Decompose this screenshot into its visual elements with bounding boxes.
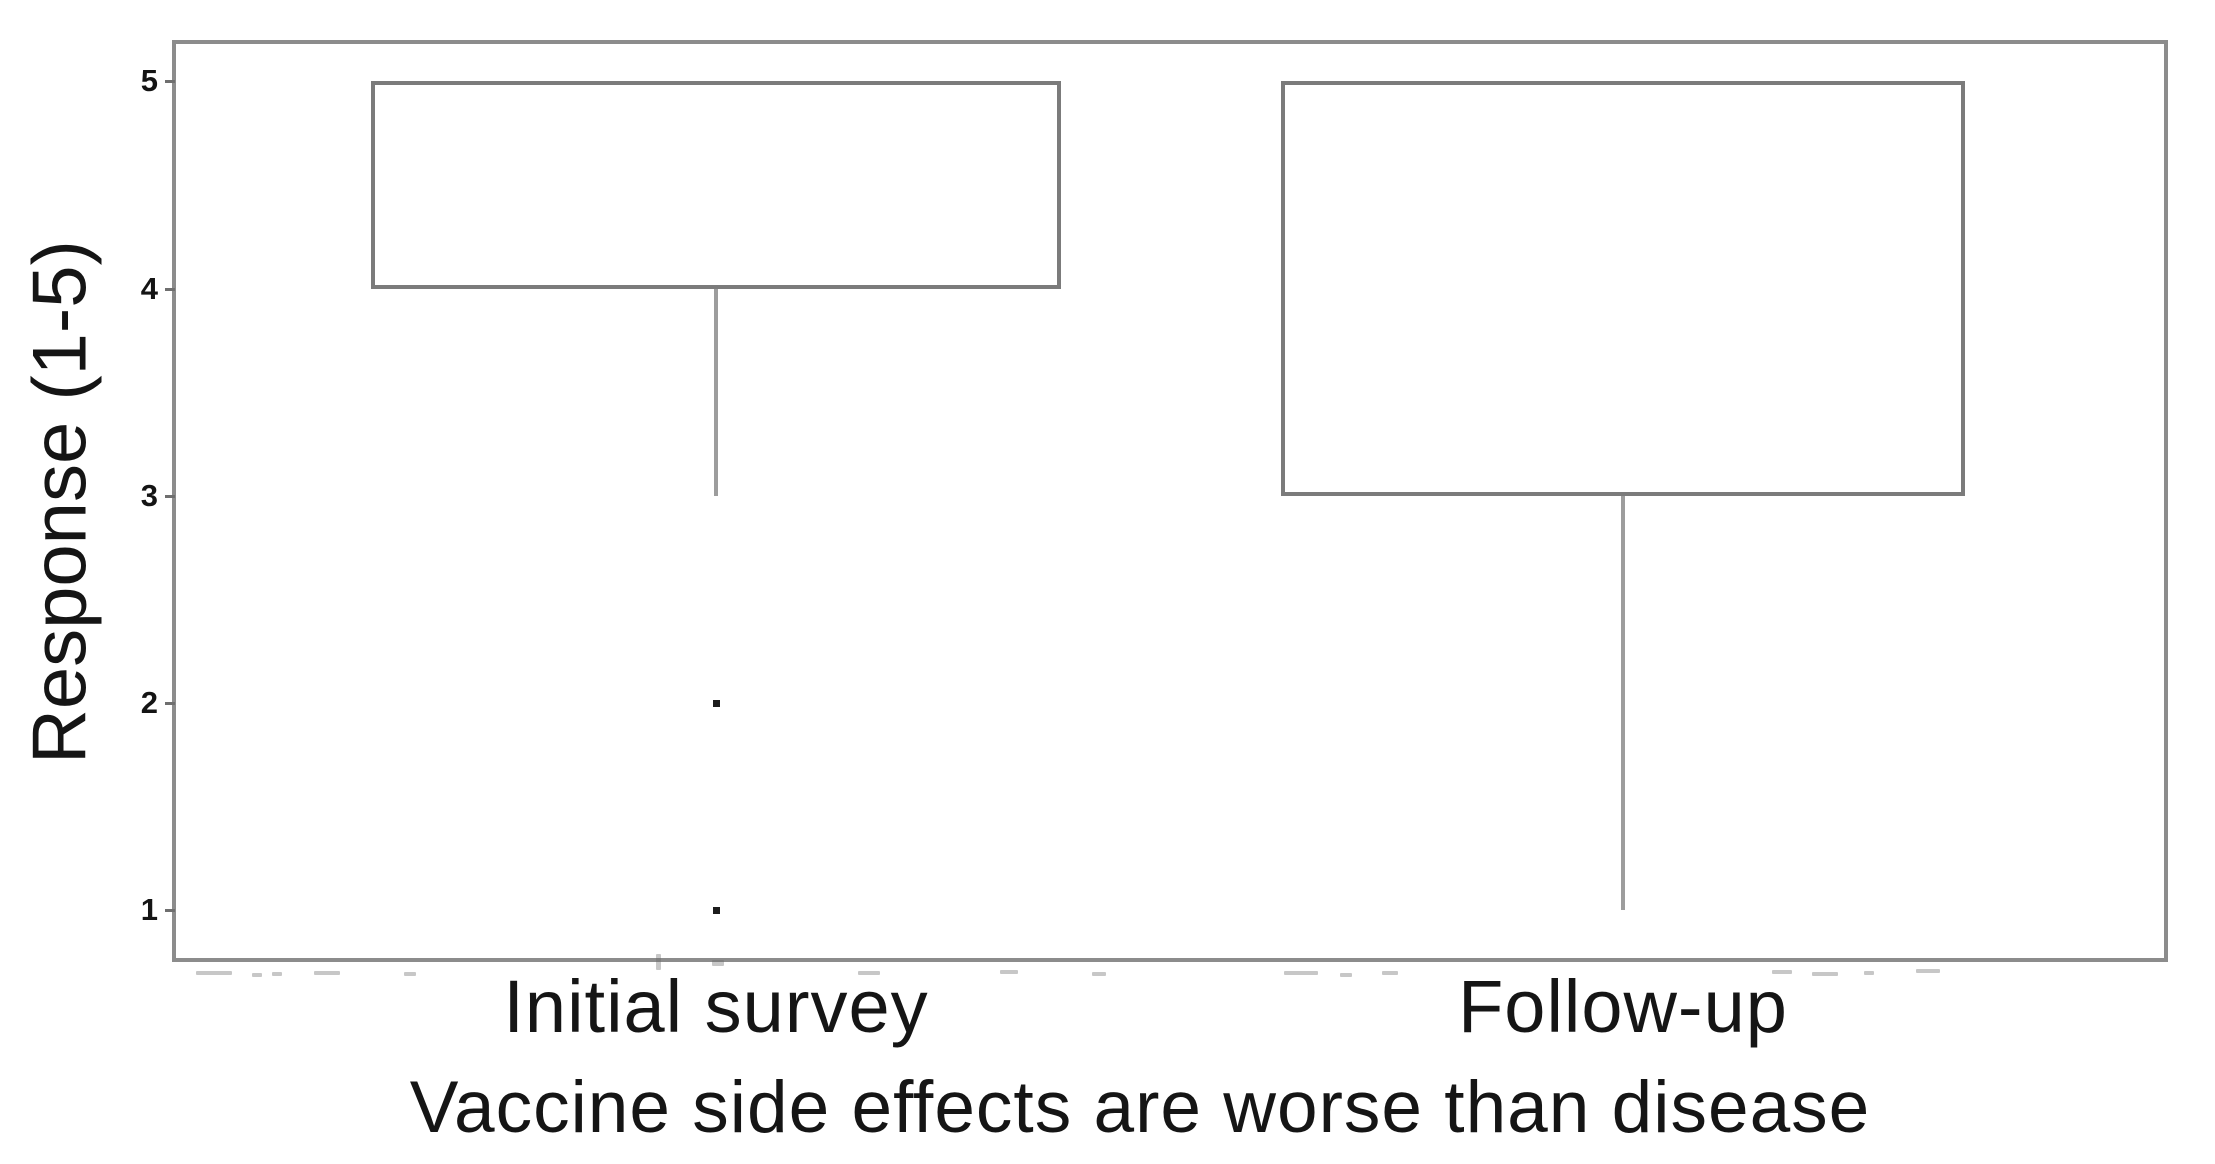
y-tick-label: 3 [140, 477, 158, 513]
ghost-text-artifact [1284, 971, 1318, 975]
outlier-point [713, 700, 720, 707]
box-initial-survey [371, 81, 1061, 289]
outlier-point [713, 907, 720, 915]
y-tick-mark [165, 909, 175, 913]
y-tick-mark [165, 287, 175, 291]
ghost-text-artifact [1772, 970, 1792, 974]
ghost-text-artifact [1000, 970, 1018, 974]
y-tick-mark [165, 702, 175, 705]
x-category-label-follow-up: Follow-up [1458, 965, 1788, 1048]
y-tick-label: 1 [140, 892, 158, 928]
y-tick-mark [165, 494, 175, 498]
ghost-text-artifact [252, 973, 262, 977]
y-tick-label: 4 [140, 270, 158, 306]
ghost-text-artifact [314, 971, 340, 975]
ghost-text-artifact [1340, 973, 1352, 977]
ghost-text-artifact [1916, 969, 1940, 973]
ghost-text-artifact [1812, 972, 1838, 976]
ghost-text-artifact [272, 972, 282, 976]
y-tick-label: 5 [140, 63, 158, 99]
ghost-text-artifact [1092, 972, 1106, 976]
x-category-label-initial-survey: Initial survey [503, 965, 929, 1048]
lower-whisker [714, 288, 718, 496]
ghost-text-artifact [404, 972, 416, 976]
box-follow-up [1281, 81, 1965, 496]
ghost-text-artifact [1864, 971, 1874, 975]
ghost-text-artifact [858, 971, 880, 975]
lower-whisker [1621, 495, 1625, 911]
y-tick-mark [165, 80, 175, 84]
ghost-text-artifact [1382, 971, 1398, 975]
ghost-text-artifact [196, 971, 232, 975]
axis-tick-artifact [712, 960, 724, 966]
x-axis-title: Vaccine side effects are worse than dise… [409, 1067, 1871, 1148]
axis-tick-artifact [656, 954, 661, 970]
y-tick-label: 2 [140, 685, 158, 720]
